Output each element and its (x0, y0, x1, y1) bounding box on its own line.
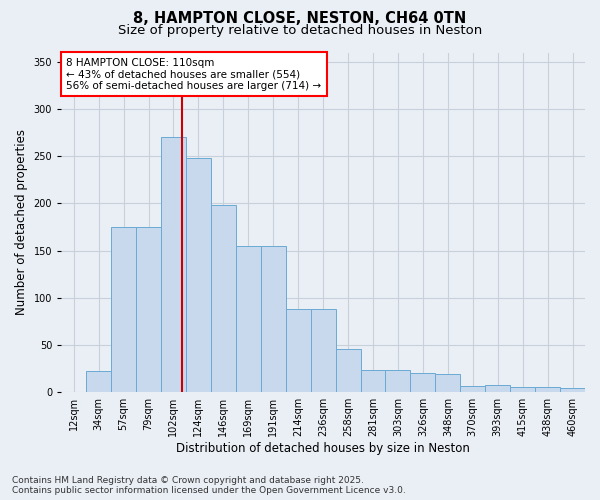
Bar (111, 227, 136, 392)
Bar (311, 309, 335, 392)
Bar (361, 370, 385, 392)
Bar (535, 388, 560, 392)
Text: Size of property relative to detached houses in Neston: Size of property relative to detached ho… (118, 24, 482, 37)
Text: 8, HAMPTON CLOSE, NESTON, CH64 0TN: 8, HAMPTON CLOSE, NESTON, CH64 0TN (133, 11, 467, 26)
Bar (211, 206, 236, 392)
X-axis label: Distribution of detached houses by size in Neston: Distribution of detached houses by size … (176, 442, 470, 455)
Bar (436, 374, 460, 392)
Bar (136, 227, 161, 392)
Bar (460, 386, 485, 392)
Bar (335, 349, 361, 392)
Bar (161, 138, 186, 392)
Bar (410, 374, 436, 392)
Bar (236, 246, 261, 392)
Text: Contains HM Land Registry data © Crown copyright and database right 2025.
Contai: Contains HM Land Registry data © Crown c… (12, 476, 406, 495)
Bar (485, 384, 510, 392)
Bar (510, 388, 535, 392)
Bar (385, 370, 410, 392)
Y-axis label: Number of detached properties: Number of detached properties (15, 130, 28, 316)
Bar (186, 158, 211, 392)
Bar (261, 246, 286, 392)
Text: 8 HAMPTON CLOSE: 110sqm
← 43% of detached houses are smaller (554)
56% of semi-d: 8 HAMPTON CLOSE: 110sqm ← 43% of detache… (67, 58, 322, 91)
Bar (286, 309, 311, 392)
Bar (560, 388, 585, 392)
Bar (86, 372, 111, 392)
